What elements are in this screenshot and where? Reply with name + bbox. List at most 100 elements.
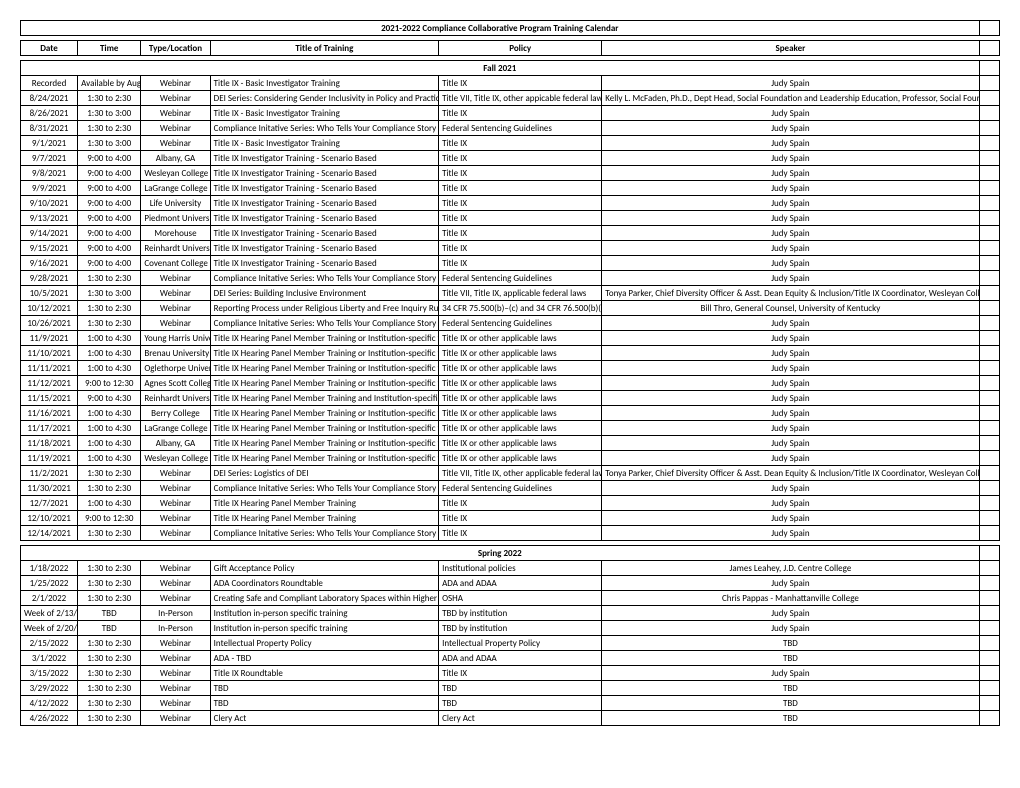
cell-title: ADA - TBD	[210, 651, 438, 666]
cell-title: DEI Series: Considering Gender Inclusivi…	[210, 91, 438, 106]
cell-title: Compliance Initative Series: Who Tells Y…	[210, 481, 438, 496]
cell-title: Compliance Initative Series: Who Tells Y…	[210, 526, 438, 541]
cell-location: Webinar	[141, 526, 210, 541]
cell-speaker: Judy Spain	[602, 666, 979, 681]
cell-date: 11/9/2021	[21, 331, 78, 346]
cell-time: 1:30 to 2:30	[78, 651, 141, 666]
cell-title: Title IX Investigator Training - Scenari…	[210, 211, 438, 226]
cell-time: 9:00 to 4:00	[78, 181, 141, 196]
cell-location: Young Harris University	[141, 331, 210, 346]
section-header: Fall 2021	[21, 61, 980, 76]
cell-speaker: Judy Spain	[602, 316, 979, 331]
cell-time: 9:00 to 4:30	[78, 391, 141, 406]
cell-date: 3/1/2022	[21, 651, 78, 666]
cell-date: 12/10/2021	[21, 511, 78, 526]
cell-policy: Clery Act	[439, 711, 602, 726]
cell-policy: Institutional policies	[439, 561, 602, 576]
cell-location: Wesleyan College	[141, 166, 210, 181]
cell-speaker: Judy Spain	[602, 241, 979, 256]
cell-time: 1:30 to 3:00	[78, 286, 141, 301]
cell-policy: Title IX or other applicable laws	[439, 421, 602, 436]
cell-speaker: Judy Spain	[602, 226, 979, 241]
cell-policy: Title VII, Title IX, other appicable fed…	[439, 91, 602, 106]
cell-location: LaGrange College	[141, 181, 210, 196]
cell-date: 12/14/2021	[21, 526, 78, 541]
cell-location: Webinar	[141, 651, 210, 666]
cell-location: Wesleyan College	[141, 451, 210, 466]
cell-time: 1:30 to 2:30	[78, 526, 141, 541]
cell-time: 1:30 to 2:30	[78, 636, 141, 651]
cell-title: DEI Series: Building Inclusive Environme…	[210, 286, 438, 301]
cell-title: Gift Acceptance Policy	[210, 561, 438, 576]
cell-speaker: Judy Spain	[602, 346, 979, 361]
cell-title: Title IX Investigator Training - Scenari…	[210, 181, 438, 196]
cell-policy: Title IX	[439, 211, 602, 226]
cell-time: 1:00 to 4:30	[78, 346, 141, 361]
cell-time: 1:30 to 2:30	[78, 121, 141, 136]
cell-policy: Title IX or other applicable laws	[439, 436, 602, 451]
cell-speaker: TBD	[602, 681, 979, 696]
cell-policy: Federal Sentencing Guidelines	[439, 316, 602, 331]
cell-title: Compliance Initative Series: Who Tells Y…	[210, 121, 438, 136]
cell-time: 9:00 to 4:00	[78, 211, 141, 226]
cell-date: 11/19/2021	[21, 451, 78, 466]
header-policy: Policy	[439, 41, 602, 56]
cell-location: Webinar	[141, 711, 210, 726]
cell-speaker: Judy Spain	[602, 621, 979, 636]
cell-policy: TBD	[439, 696, 602, 711]
cell-policy: ADA and ADAA	[439, 651, 602, 666]
cell-title: Title IX Hearing Panel Member Training o…	[210, 451, 438, 466]
cell-time: 1:30 to 2:30	[78, 666, 141, 681]
cell-policy: Title IX	[439, 666, 602, 681]
cell-date: 1/18/2022	[21, 561, 78, 576]
cell-policy: Federal Sentencing Guidelines	[439, 121, 602, 136]
cell-speaker: Tonya Parker, Chief Diversity Officer & …	[602, 466, 979, 481]
cell-location: Webinar	[141, 636, 210, 651]
cell-date: Recorded	[21, 76, 78, 91]
cell-title: Title IX Investigator Training - Scenari…	[210, 196, 438, 211]
cell-date: 9/13/2021	[21, 211, 78, 226]
cell-title: Title IX Roundtable	[210, 666, 438, 681]
cell-time: TBD	[78, 606, 141, 621]
cell-speaker: Tonya Parker, Chief Diversity Officer & …	[602, 286, 979, 301]
cell-title: Intellectual Property Policy	[210, 636, 438, 651]
cell-policy: Title IX	[439, 181, 602, 196]
cell-time: 1:00 to 4:30	[78, 421, 141, 436]
cell-speaker: Judy Spain	[602, 76, 979, 91]
cell-location: Agnes Scott College	[141, 376, 210, 391]
cell-time: 1:30 to 2:30	[78, 481, 141, 496]
cell-speaker: TBD	[602, 711, 979, 726]
cell-policy: Title IX	[439, 526, 602, 541]
cell-policy: Federal Sentencing Guidelines	[439, 481, 602, 496]
cell-policy: TBD by institution	[439, 621, 602, 636]
cell-policy: Title IX	[439, 76, 602, 91]
cell-speaker: Kelly L. McFaden, Ph.D., Dept Head, Soci…	[602, 91, 979, 106]
cell-time: 9:00 to 4:00	[78, 196, 141, 211]
cell-speaker: Judy Spain	[602, 151, 979, 166]
cell-speaker: Judy Spain	[602, 136, 979, 151]
cell-time: 1:30 to 2:30	[78, 561, 141, 576]
cell-location: Webinar	[141, 681, 210, 696]
cell-title: Compliance Initative Series: Who Tells Y…	[210, 271, 438, 286]
cell-date: 8/31/2021	[21, 121, 78, 136]
cell-date: 9/8/2021	[21, 166, 78, 181]
cell-time: 9:00 to 4:00	[78, 256, 141, 271]
header-speaker: Speaker	[602, 41, 979, 56]
cell-date: 2/1/2022	[21, 591, 78, 606]
cell-location: Webinar	[141, 271, 210, 286]
cell-date: 11/17/2021	[21, 421, 78, 436]
cell-time: 9:00 to 12:30	[78, 376, 141, 391]
cell-policy: Title IX	[439, 256, 602, 271]
cell-time: 1:30 to 2:30	[78, 576, 141, 591]
cell-location: Webinar	[141, 136, 210, 151]
cell-policy: Title IX	[439, 136, 602, 151]
cell-policy: Title IX	[439, 496, 602, 511]
cell-title: Title IX Hearing Panel Member Training o…	[210, 346, 438, 361]
cell-time: 9:00 to 12:30	[78, 511, 141, 526]
cell-policy: Title IX	[439, 166, 602, 181]
cell-speaker: Judy Spain	[602, 196, 979, 211]
cell-speaker: James Leahey, J.D. Centre College	[602, 561, 979, 576]
cell-policy: Title IX or other applicable laws	[439, 376, 602, 391]
cell-policy: Title IX or other applicable laws	[439, 391, 602, 406]
cell-policy: Title IX	[439, 511, 602, 526]
